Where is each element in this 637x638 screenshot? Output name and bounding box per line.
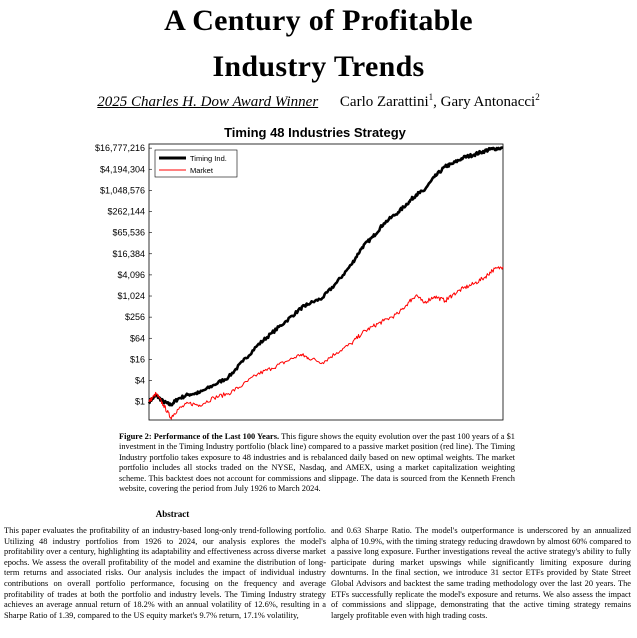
author-1: Carlo Zarattini (339, 94, 429, 110)
figure-caption: Figure 2: Performance of the Last 100 Ye… (119, 432, 515, 494)
legend: Timing Ind. Market (154, 149, 238, 178)
series-lines (147, 146, 504, 420)
y-tick-label: $16 (130, 354, 145, 364)
paper-title-line-2: Industry Trends (212, 50, 425, 83)
y-tick-label: $16,777,216 (95, 143, 145, 153)
y-tick-label: $65,536 (112, 228, 145, 238)
legend-box (154, 149, 238, 178)
series-line-timing (147, 146, 504, 407)
equity-chart: Timing 48 Industries Strategy $1 $4 $16 $64… (95, 125, 504, 421)
y-tick-label: $256 (125, 312, 145, 322)
award-line: 2025 Charles H. Dow Award Winner (97, 94, 319, 110)
abstract-heading: Abstract (155, 509, 190, 519)
legend-label-market: Market (190, 166, 214, 175)
author-2-affiliation: 2 (535, 92, 540, 102)
plot-area (148, 143, 504, 421)
y-tick-label: $4,096 (117, 270, 145, 280)
series-line-market (148, 266, 504, 420)
author-separator: , (433, 94, 441, 110)
legend-label-timing: Timing Ind. (190, 154, 227, 163)
figure-caption-label: Figure 2: Performance of the Last 100 Ye… (119, 432, 280, 441)
author-2: Gary Antonacci (440, 94, 536, 110)
y-tick-label: $16,384 (112, 249, 145, 259)
y-tick-label: $64 (130, 333, 145, 343)
paper-title-line-1: A Century of Profitable (164, 4, 473, 37)
byline: 2025 Charles H. Dow Award Winner Carlo Z… (0, 89, 637, 111)
y-tick-label: $1,024 (117, 291, 145, 301)
y-axis: $1 $4 $16 $64 $256 $1,024 $4,096 $16,384 $65,536… (95, 143, 152, 407)
y-tick-label: $1 (135, 397, 145, 407)
figure-caption-text: This figure shows the equity evolution o… (119, 432, 515, 494)
y-tick-label: $262,144 (107, 207, 145, 217)
y-tick-label: $4 (135, 376, 145, 386)
abstract-left-column: This paper evaluates the profitability o… (4, 526, 326, 620)
author-1-affiliation: 1 (428, 92, 434, 102)
y-tick-label: $1,048,576 (100, 185, 145, 195)
abstract-right-column: and 0.63 Sharpe Ratio. The model's outpe… (331, 526, 631, 620)
y-tick-label: $4,194,304 (100, 164, 145, 174)
chart-title: Timing 48 Industries Strategy (224, 125, 407, 140)
